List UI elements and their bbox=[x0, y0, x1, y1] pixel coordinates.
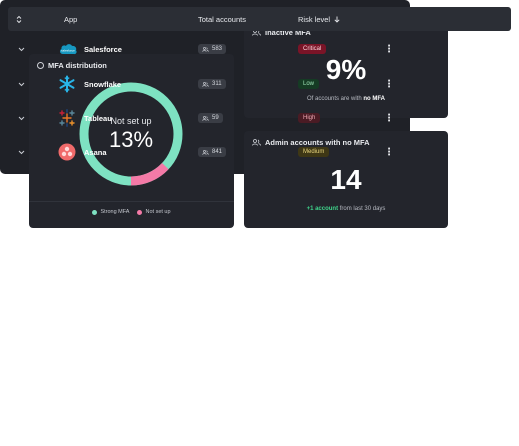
card-divider bbox=[29, 201, 234, 202]
inactive-mfa-card: Inactive MFA 9% Of accounts are with no … bbox=[244, 21, 448, 118]
table-header: App Total accounts Risk level bbox=[8, 7, 511, 31]
inactive-mfa-note: Of accounts are with no MFA bbox=[244, 96, 448, 102]
column-header-total-accounts[interactable]: Total accounts bbox=[198, 14, 246, 24]
mfa-donut-chart bbox=[79, 82, 183, 186]
chevron-down-icon[interactable] bbox=[18, 32, 25, 66]
users-icon bbox=[202, 81, 209, 87]
table-row[interactable]: Asana 841 Medium ⋮ bbox=[8, 135, 511, 169]
snowflake-logo bbox=[58, 67, 76, 101]
mfa-distribution-title: MFA distribution bbox=[48, 61, 107, 70]
legend-label-not-set-up: Not set up bbox=[145, 209, 171, 215]
salesforce-logo: salesforce bbox=[58, 32, 78, 66]
donut-center-label: Not set up bbox=[110, 115, 152, 126]
inactive-mfa-value: 9% bbox=[325, 54, 367, 85]
accounts-count: 59 bbox=[212, 115, 219, 121]
apps-table: App Total accounts Risk level salesforce… bbox=[0, 0, 511, 174]
accounts-pill: 583 bbox=[198, 44, 227, 54]
arrow-down-icon bbox=[334, 16, 340, 23]
accounts-count: 841 bbox=[212, 149, 223, 155]
inactive-mfa-note-prefix: Of accounts are with bbox=[306, 96, 364, 102]
admin-no-mfa-value: 14 bbox=[330, 164, 362, 195]
admin-no-mfa-delta: +1 account bbox=[306, 206, 339, 212]
risk-cell: Medium bbox=[298, 135, 330, 169]
risk-badge: Medium bbox=[298, 147, 330, 157]
risk-cell: Low bbox=[298, 67, 320, 101]
risk-badge: High bbox=[298, 113, 321, 123]
inactive-mfa-title: Inactive MFA bbox=[265, 28, 311, 37]
risk-badge: Low bbox=[298, 79, 320, 89]
chevron-down-icon[interactable] bbox=[18, 67, 25, 101]
accounts-cell: 311 bbox=[198, 67, 226, 101]
app-name: Asana bbox=[84, 147, 107, 157]
kebab-menu-icon[interactable]: ⋮ bbox=[384, 146, 394, 158]
donut-center-value: 13% bbox=[108, 126, 154, 152]
accounts-count: 311 bbox=[212, 81, 222, 87]
legend-dot-strong bbox=[92, 209, 98, 215]
kebab-menu-icon[interactable]: ⋮ bbox=[384, 112, 394, 124]
app-name: Tableau bbox=[84, 113, 112, 123]
sort-toggle-icon[interactable] bbox=[16, 7, 22, 31]
donut-center: Not set up 13% bbox=[77, 80, 185, 188]
legend-label-strong: Strong MFA bbox=[100, 209, 130, 215]
users-icon bbox=[202, 149, 209, 155]
mfa-distribution-header: MFA distribution bbox=[37, 61, 107, 70]
risk-cell: High bbox=[298, 101, 321, 135]
admin-no-mfa-note-suffix: from last 30 days bbox=[338, 206, 386, 212]
admin-no-mfa-note: +1 account from last 30 days bbox=[244, 206, 448, 212]
chevron-down-icon[interactable] bbox=[18, 135, 25, 169]
inactive-mfa-note-bold: no MFA bbox=[363, 96, 386, 102]
accounts-count: 583 bbox=[212, 46, 223, 52]
column-header-risk-level[interactable]: Risk level bbox=[298, 7, 340, 31]
accounts-cell: 841 bbox=[198, 135, 227, 169]
accounts-pill: 841 bbox=[198, 147, 227, 157]
accounts-pill: 59 bbox=[198, 113, 223, 123]
accounts-cell: 59 bbox=[198, 101, 223, 135]
table-row[interactable]: Snowflake 311 Low ⋮ bbox=[8, 67, 511, 101]
mfa-legend: Strong MFA Not set up bbox=[29, 209, 234, 215]
admin-no-mfa-card: Admin accounts with no MFA 14 +1 account… bbox=[244, 131, 448, 228]
users-icon bbox=[202, 115, 209, 121]
users-icon bbox=[252, 139, 261, 146]
donut-not-set-up-segment bbox=[79, 82, 183, 186]
accounts-cell: 583 bbox=[198, 32, 227, 66]
circle-icon bbox=[37, 62, 44, 69]
risk-cell: Critical bbox=[298, 32, 327, 66]
table-row[interactable]: Tableau 59 High ⋮ bbox=[8, 101, 511, 135]
app-name: Snowflake bbox=[84, 79, 122, 89]
svg-text:salesforce: salesforce bbox=[61, 49, 75, 53]
users-icon bbox=[202, 46, 209, 52]
chevron-down-icon[interactable] bbox=[18, 101, 25, 135]
risk-badge: Critical bbox=[298, 44, 327, 54]
kebab-menu-icon[interactable]: ⋮ bbox=[384, 43, 394, 55]
admin-no-mfa-title: Admin accounts with no MFA bbox=[265, 138, 370, 147]
admin-no-mfa-header: Admin accounts with no MFA bbox=[252, 138, 370, 147]
asana-logo bbox=[58, 135, 76, 169]
legend-item-not-set-up: Not set up bbox=[137, 209, 171, 215]
legend-dot-not-set-up bbox=[137, 209, 143, 215]
tableau-logo bbox=[58, 101, 76, 135]
accounts-pill: 311 bbox=[198, 79, 226, 89]
column-header-risk-level-label: Risk level bbox=[298, 14, 331, 24]
column-header-app[interactable]: App bbox=[64, 14, 78, 24]
app-name: Salesforce bbox=[84, 44, 122, 54]
legend-item-strong: Strong MFA bbox=[92, 209, 129, 215]
kebab-menu-icon[interactable]: ⋮ bbox=[384, 78, 394, 90]
table-row[interactable]: salesforce Salesforce 583 Critical ⋮ bbox=[8, 32, 511, 66]
inactive-mfa-header: Inactive MFA bbox=[252, 28, 311, 37]
